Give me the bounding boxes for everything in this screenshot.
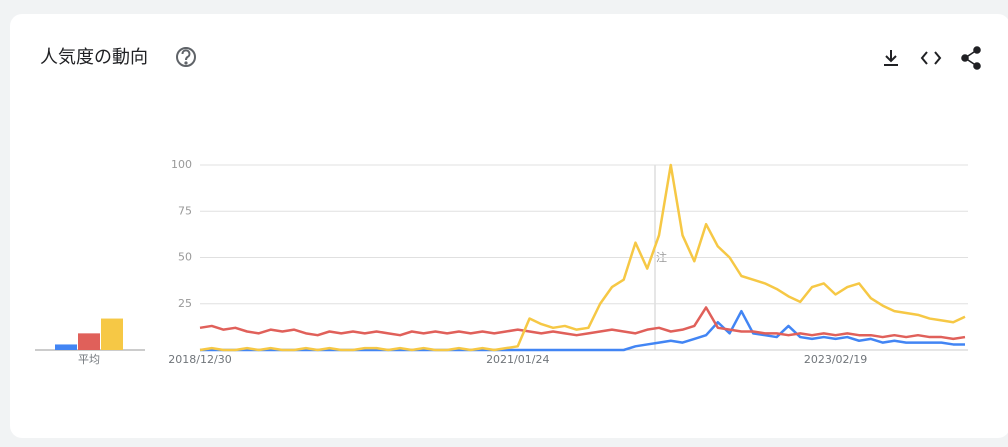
avg-bar: [55, 344, 77, 350]
x-tick-label: 2023/02/19: [804, 353, 867, 366]
embed-icon[interactable]: [920, 51, 942, 65]
y-tick-label: 100: [171, 158, 192, 171]
x-tick-label: 2021/01/24: [486, 353, 549, 366]
avg-bar: [101, 318, 123, 350]
series-line: [200, 309, 965, 352]
y-tick-label: 50: [178, 251, 192, 264]
avg-bar: [78, 333, 100, 350]
x-tick-label: 平均: [78, 353, 100, 366]
share-icon[interactable]: [961, 46, 981, 70]
download-icon[interactable]: [884, 50, 898, 66]
series-line: [199, 306, 966, 341]
series-line: [199, 163, 966, 352]
card: [10, 14, 1008, 438]
title: 人気度の動向: [40, 47, 148, 68]
y-tick-label: 75: [178, 204, 192, 217]
help-icon[interactable]: [176, 47, 196, 67]
x-tick-label: 2018/12/30: [168, 353, 231, 366]
y-tick-label: 25: [178, 297, 192, 310]
